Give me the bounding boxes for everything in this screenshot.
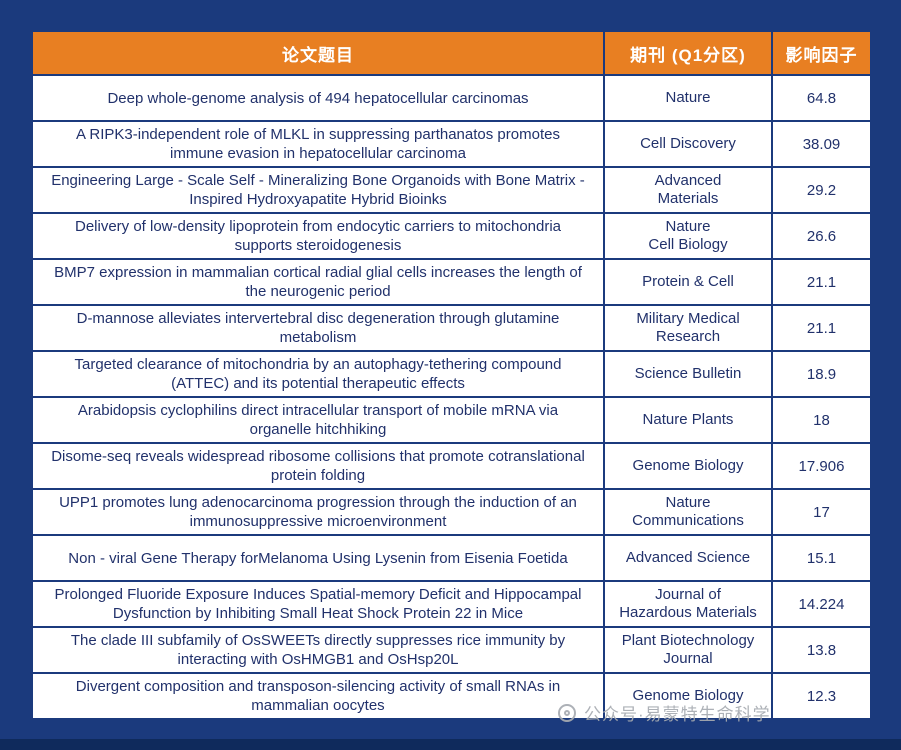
paper-title-cell: A RIPK3-independent role of MLKL in supp… (31, 120, 605, 168)
paper-title-cell: BMP7 expression in mammalian cortical ra… (31, 258, 605, 306)
watermark: 公众号·易蒙特生命科学 (558, 700, 771, 725)
impact-factor-cell: 12.3 (771, 672, 872, 720)
paper-title-cell: Deep whole-genome analysis of 494 hepato… (31, 74, 605, 122)
table-row: UPP1 promotes lung adenocarcinoma progre… (31, 488, 872, 536)
journal-cell: Advanced Science (603, 534, 773, 582)
journal-cell: Military Medical Research (603, 304, 773, 352)
watermark-logo-icon (558, 703, 576, 722)
paper-title-cell: UPP1 promotes lung adenocarcinoma progre… (31, 488, 605, 536)
journal-cell: Advanced Materials (603, 166, 773, 214)
impact-factor-cell: 18.9 (771, 350, 872, 398)
table-row: Deep whole-genome analysis of 494 hepato… (31, 74, 872, 122)
paper-title-cell: Divergent composition and transposon-sil… (31, 672, 605, 720)
table-row: BMP7 expression in mammalian cortical ra… (31, 258, 872, 306)
table-header-row: 论文题目 期刊 (Q1分区) 影响因子 (31, 30, 872, 76)
table-row: Targeted clearance of mitochondria by an… (31, 350, 872, 398)
paper-title-cell: The clade III subfamily of OsSWEETs dire… (31, 626, 605, 674)
table-row: Disome-seq reveals widespread ribosome c… (31, 442, 872, 490)
table-row: D-mannose alleviates intervertebral disc… (31, 304, 872, 352)
journal-cell: Nature (603, 74, 773, 122)
table-body: Deep whole-genome analysis of 494 hepato… (31, 74, 872, 720)
journal-cell: Plant Biotechnology Journal (603, 626, 773, 674)
impact-factor-cell: 14.224 (771, 580, 872, 628)
impact-factor-cell: 38.09 (771, 120, 872, 168)
paper-title-cell: Engineering Large - Scale Self - Mineral… (31, 166, 605, 214)
table-row: Prolonged Fluoride Exposure Induces Spat… (31, 580, 872, 628)
impact-factor-cell: 17 (771, 488, 872, 536)
watermark-text: 公众号·易蒙特生命科学 (584, 705, 771, 724)
journal-cell: Protein & Cell (603, 258, 773, 306)
impact-factor-cell: 21.1 (771, 258, 872, 306)
header-paper-title: 论文题目 (31, 30, 605, 76)
table-row: A RIPK3-independent role of MLKL in supp… (31, 120, 872, 168)
publications-table: 论文题目 期刊 (Q1分区) 影响因子 Deep whole-genome an… (31, 30, 872, 720)
journal-cell: Nature Plants (603, 396, 773, 444)
impact-factor-cell: 15.1 (771, 534, 872, 582)
journal-cell: Genome Biology (603, 442, 773, 490)
impact-factor-cell: 26.6 (771, 212, 872, 260)
impact-factor-cell: 18 (771, 396, 872, 444)
table-row: Non - viral Gene Therapy forMelanoma Usi… (31, 534, 872, 582)
paper-title-cell: D-mannose alleviates intervertebral disc… (31, 304, 605, 352)
journal-cell: Journal of Hazardous Materials (603, 580, 773, 628)
impact-factor-cell: 21.1 (771, 304, 872, 352)
paper-title-cell: Disome-seq reveals widespread ribosome c… (31, 442, 605, 490)
paper-title-cell: Targeted clearance of mitochondria by an… (31, 350, 605, 398)
impact-factor-cell: 29.2 (771, 166, 872, 214)
table-row: Delivery of low-density lipoprotein from… (31, 212, 872, 260)
table-row: Engineering Large - Scale Self - Mineral… (31, 166, 872, 214)
header-impact-factor: 影响因子 (771, 30, 872, 76)
table-row: The clade III subfamily of OsSWEETs dire… (31, 626, 872, 674)
impact-factor-cell: 17.906 (771, 442, 872, 490)
table-row: Divergent composition and transposon-sil… (31, 672, 872, 720)
table-row: Arabidopsis cyclophilins direct intracel… (31, 396, 872, 444)
journal-cell: Genome Biology (603, 672, 773, 720)
journal-cell: Nature Communications (603, 488, 773, 536)
header-journal: 期刊 (Q1分区) (603, 30, 773, 76)
journal-cell: Nature Cell Biology (603, 212, 773, 260)
paper-title-cell: Delivery of low-density lipoprotein from… (31, 212, 605, 260)
paper-title-cell: Non - viral Gene Therapy forMelanoma Usi… (31, 534, 605, 582)
bottom-strip (0, 739, 901, 750)
paper-title-cell: Arabidopsis cyclophilins direct intracel… (31, 396, 605, 444)
impact-factor-cell: 64.8 (771, 74, 872, 122)
journal-cell: Science Bulletin (603, 350, 773, 398)
paper-title-cell: Prolonged Fluoride Exposure Induces Spat… (31, 580, 605, 628)
impact-factor-cell: 13.8 (771, 626, 872, 674)
journal-cell: Cell Discovery (603, 120, 773, 168)
